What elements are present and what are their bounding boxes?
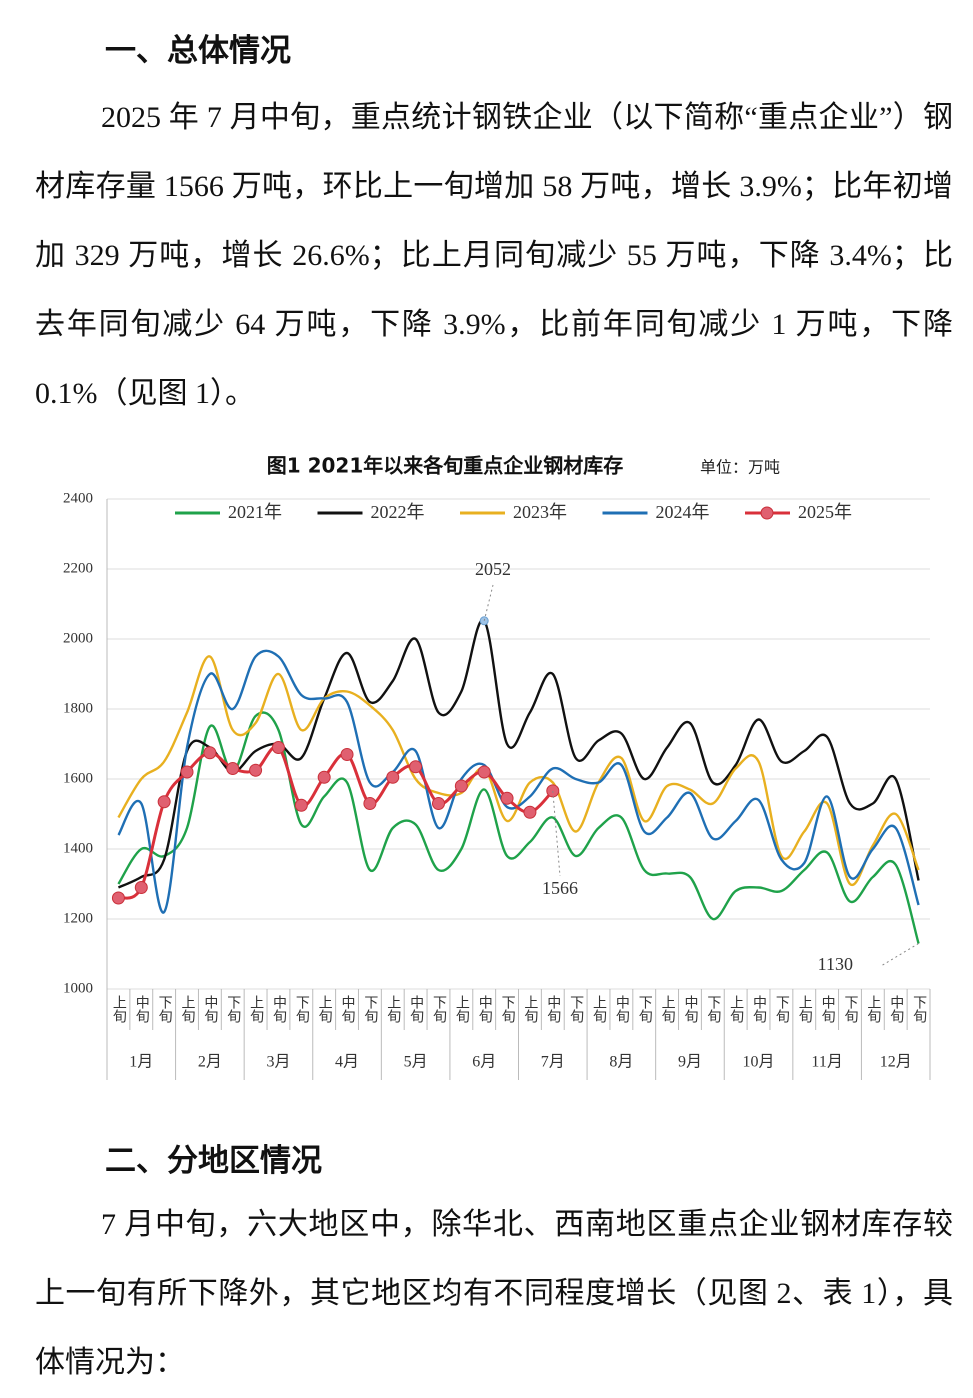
y-tick-label: 1400 (63, 840, 93, 856)
x-tick-label: 上旬 (180, 995, 196, 1024)
legend-label: 2023年 (513, 502, 567, 522)
month-label: 5月 (404, 1054, 428, 1071)
point (340, 748, 354, 761)
x-tick-label: 上旬 (522, 995, 538, 1024)
point (249, 763, 263, 777)
month-label: 7月 (541, 1054, 565, 1071)
y-tick-label: 1000 (63, 980, 93, 996)
annotation: 2052 (475, 559, 511, 579)
x-tick-label: 上旬 (660, 995, 676, 1024)
leader (552, 790, 561, 877)
legend-label: 2021年 (228, 502, 282, 522)
month-label: 3月 (266, 1054, 290, 1071)
point (454, 779, 468, 793)
heading: 二、分地区情况 (105, 1143, 322, 1179)
x-tick-label: 下旬 (705, 995, 721, 1024)
x-tick-label: 上旬 (728, 995, 744, 1024)
y-tick-label: 1200 (63, 910, 93, 926)
x-tick-label: 下旬 (362, 995, 378, 1024)
x-tick-label: 上旬 (591, 995, 607, 1024)
point (294, 798, 308, 812)
series-line (117, 619, 920, 889)
point (500, 791, 514, 805)
month-label: 9月 (678, 1054, 702, 1071)
y-tick-label: 2400 (63, 490, 93, 506)
month-label: 4月 (335, 1054, 359, 1071)
month-label: 12月 (880, 1054, 912, 1071)
y-tick-label: 2200 (63, 560, 93, 576)
leader (483, 584, 494, 621)
x-tick-label: 中旬 (751, 995, 767, 1024)
x-tick-label: 下旬 (500, 995, 516, 1024)
x-tick-label: 下旬 (157, 995, 173, 1024)
x-tick-label: 中旬 (477, 995, 493, 1024)
x-tick-label: 中旬 (202, 995, 218, 1024)
point (317, 770, 331, 784)
chart-title: 图1 2021年以来各旬重点企业钢材库存 (267, 454, 624, 478)
x-tick-label: 下旬 (911, 995, 927, 1024)
y-tick-label: 2000 (63, 630, 93, 646)
series-line (117, 649, 920, 914)
x-tick-label: 下旬 (774, 995, 790, 1024)
point (477, 765, 491, 779)
month-label: 6月 (472, 1054, 496, 1071)
x-tick-label: 上旬 (317, 995, 333, 1024)
x-tick-label: 中旬 (271, 995, 287, 1024)
x-tick-label: 中旬 (134, 995, 150, 1024)
y-tick-label: 1600 (63, 770, 93, 786)
x-tick-label: 上旬 (385, 995, 401, 1024)
x-tick-label: 下旬 (294, 995, 310, 1024)
point (386, 770, 400, 784)
point (271, 741, 285, 754)
month-label: 10月 (743, 1054, 775, 1071)
point (431, 797, 445, 810)
x-tick-label: 下旬 (225, 995, 241, 1024)
x-tick-label: 下旬 (431, 995, 447, 1024)
x-tick-label: 上旬 (865, 995, 881, 1024)
legend-label: 2024年 (656, 502, 710, 522)
series-line (117, 655, 920, 887)
heading: 一、总体情况 (105, 33, 291, 69)
series-line (117, 711, 920, 944)
month-label: 2月 (198, 1054, 222, 1071)
chart: 图1 2021年以来各旬重点企业钢材库存 单位：万吨 1000 1200 1400 1… (63, 454, 931, 1080)
legend-label: 2025年 (798, 502, 852, 522)
annotation: 1130 (818, 954, 853, 974)
point (409, 760, 423, 774)
legend-label: 2022年 (371, 502, 425, 522)
x-tick-label: 上旬 (797, 995, 813, 1024)
y-tick-label: 1800 (63, 700, 93, 716)
leader (880, 943, 919, 967)
x-tick-label: 中旬 (682, 995, 698, 1024)
point (157, 795, 171, 809)
x-tick-label: 上旬 (111, 995, 127, 1024)
point (180, 765, 194, 779)
point (203, 746, 217, 760)
month-label: 8月 (609, 1054, 633, 1071)
point (111, 891, 125, 905)
x-tick-label: 上旬 (248, 995, 264, 1024)
x-tick-label: 上旬 (454, 995, 470, 1024)
x-tick-label: 中旬 (408, 995, 424, 1024)
legend-marker (760, 506, 774, 520)
x-tick-label: 中旬 (888, 995, 904, 1024)
paragraph: 2025 年 7 月中旬，重点统计钢铁企业（以下简称“重点企业”）钢材库存量 1… (35, 101, 953, 410)
x-tick-label: 中旬 (614, 995, 630, 1024)
x-tick-label: 中旬 (820, 995, 836, 1024)
x-tick-label: 下旬 (637, 995, 653, 1024)
point (134, 881, 148, 894)
x-tick-label: 中旬 (545, 995, 561, 1024)
point (363, 797, 377, 810)
month-label: 1月 (129, 1054, 153, 1071)
chart-subtitle: 单位：万吨 (700, 459, 780, 477)
x-tick-label: 中旬 (340, 995, 356, 1024)
point (226, 762, 240, 775)
x-tick-label: 下旬 (568, 995, 584, 1024)
x-tick-label: 下旬 (842, 995, 858, 1024)
point (523, 805, 537, 819)
month-label: 11月 (811, 1054, 842, 1071)
paragraph: 7 月中旬，六大地区中，除华北、西南地区重点企业钢材库存较上一旬有所下降外，其它… (35, 1208, 953, 1379)
annotation: 1566 (542, 878, 578, 898)
